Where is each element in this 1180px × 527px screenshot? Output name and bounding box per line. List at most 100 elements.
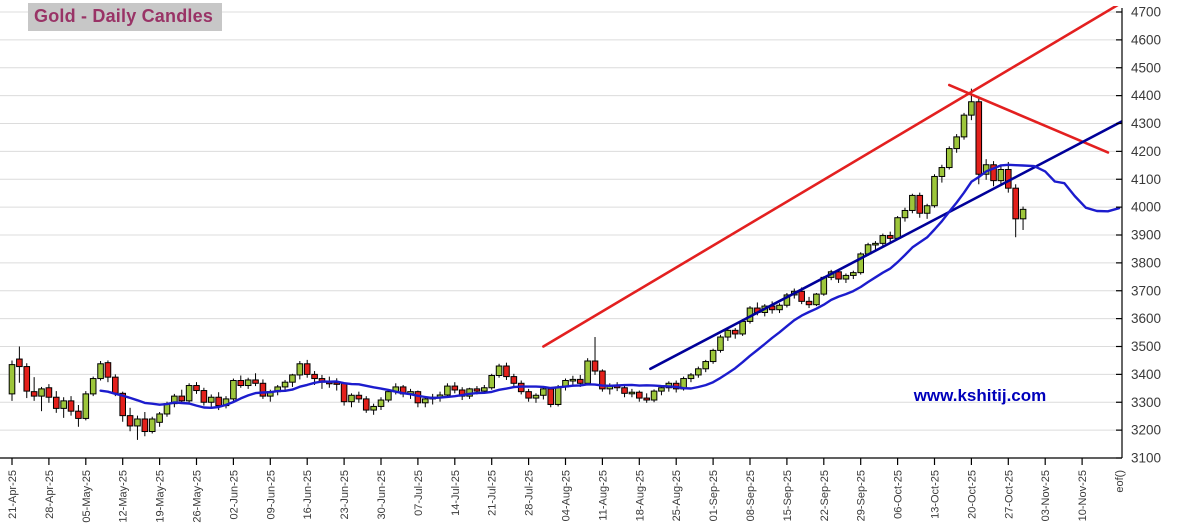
- candle: [813, 292, 820, 307]
- x-tick-label: 21-Jul-25: [487, 470, 499, 516]
- y-tick-label: 3300: [1131, 395, 1161, 410]
- candle: [717, 334, 724, 353]
- candle: [289, 373, 296, 387]
- candle: [399, 384, 407, 398]
- candle: [687, 372, 695, 383]
- candle: [67, 396, 75, 416]
- candle: [259, 379, 267, 399]
- x-tick-label: 13-Oct-25: [930, 470, 942, 519]
- candle: [237, 375, 245, 388]
- candle: [931, 174, 938, 208]
- x-tick-label: 16-Jun-25: [302, 470, 314, 520]
- y-tick-label: 4100: [1131, 172, 1161, 187]
- candle: [975, 97, 983, 185]
- candle: [52, 391, 60, 413]
- candle: [333, 378, 341, 391]
- candle: [296, 360, 304, 380]
- candle: [503, 362, 510, 380]
- candle: [547, 387, 555, 408]
- candle: [990, 161, 997, 187]
- candle: [540, 386, 547, 400]
- x-tick-label: 18-Aug-25: [634, 470, 646, 521]
- y-tick-label: 3500: [1131, 339, 1161, 354]
- x-tick-label: 04-Aug-25: [561, 470, 573, 521]
- candle: [525, 388, 532, 402]
- x-tick-label: 10-Nov-25: [1077, 470, 1089, 521]
- candle: [207, 394, 215, 408]
- candle: [709, 348, 717, 364]
- x-tick-label: 03-Nov-25: [1040, 470, 1052, 521]
- x-tick-label: 22-Sep-25: [819, 470, 831, 521]
- rising-support-red: [542, 6, 1119, 348]
- x-tick-label: 08-Sep-25: [745, 470, 757, 521]
- candle: [362, 396, 370, 413]
- candle: [960, 112, 968, 140]
- candle: [1012, 184, 1019, 238]
- x-tick-label: 11-Aug-25: [597, 470, 609, 521]
- y-tick-label: 4200: [1131, 144, 1161, 159]
- candle: [281, 379, 289, 392]
- candle: [38, 386, 45, 412]
- y-tick-label: 3400: [1131, 367, 1161, 382]
- x-tick-label: 09-Jun-25: [265, 470, 277, 520]
- candle: [8, 360, 16, 401]
- y-tick-label: 3200: [1131, 423, 1161, 438]
- candle: [451, 382, 459, 394]
- candle: [252, 373, 259, 387]
- trendlines-layer: [542, 6, 1122, 371]
- candle: [938, 164, 946, 183]
- candle: [200, 387, 208, 406]
- candle: [414, 390, 422, 408]
- candle: [510, 373, 518, 387]
- candle: [60, 397, 67, 418]
- candle: [23, 363, 31, 399]
- candle: [724, 327, 732, 341]
- x-tick-label: 12-May-25: [118, 470, 130, 523]
- candle: [495, 363, 503, 378]
- x-tick-label: 23-Jun-25: [339, 470, 351, 520]
- candle: [45, 384, 53, 403]
- x-tick-label: 29-Sep-25: [856, 470, 868, 521]
- y-tick-label: 4400: [1131, 88, 1161, 103]
- y-tick-label: 3700: [1131, 283, 1161, 298]
- candle: [82, 391, 90, 421]
- candle: [997, 165, 1005, 186]
- y-tick-label: 4700: [1131, 5, 1161, 20]
- candle: [628, 388, 636, 398]
- x-tick-label: 20-Oct-25: [966, 470, 978, 519]
- candle: [370, 403, 377, 415]
- candle: [643, 393, 650, 403]
- x-tick-label: 28-Jul-25: [524, 470, 536, 516]
- candle: [377, 397, 385, 411]
- candle: [857, 252, 865, 275]
- x-tick-label: 30-Jun-25: [376, 470, 388, 520]
- candle: [104, 360, 112, 383]
- candle: [901, 207, 909, 222]
- candle: [945, 146, 953, 170]
- candle: [97, 360, 104, 381]
- candle: [879, 233, 887, 247]
- candle: [532, 393, 540, 403]
- chart-title: Gold - Daily Candles: [28, 3, 223, 31]
- candle: [636, 390, 643, 402]
- x-tick-label: 06-Oct-25: [893, 470, 905, 519]
- candle: [621, 384, 628, 398]
- candle: [185, 383, 193, 403]
- candle: [89, 376, 97, 397]
- candle: [385, 389, 392, 403]
- candle: [303, 359, 311, 378]
- x-tick-label: 15-Sep-25: [782, 470, 794, 521]
- candle: [584, 358, 591, 386]
- x-tick-label: 01-Sep-25: [708, 470, 720, 521]
- candle: [923, 203, 931, 219]
- candle: [488, 373, 495, 390]
- x-tick-label: 25-Aug-25: [671, 470, 683, 521]
- candle: [193, 382, 200, 394]
- candle: [562, 378, 569, 391]
- y-tick-label: 3100: [1131, 451, 1161, 466]
- candle: [141, 412, 149, 437]
- candle: [126, 407, 134, 432]
- candle: [805, 296, 813, 309]
- x-tick-label: 28-Apr-25: [44, 470, 56, 519]
- x-tick-label: 05-May-25: [81, 470, 93, 523]
